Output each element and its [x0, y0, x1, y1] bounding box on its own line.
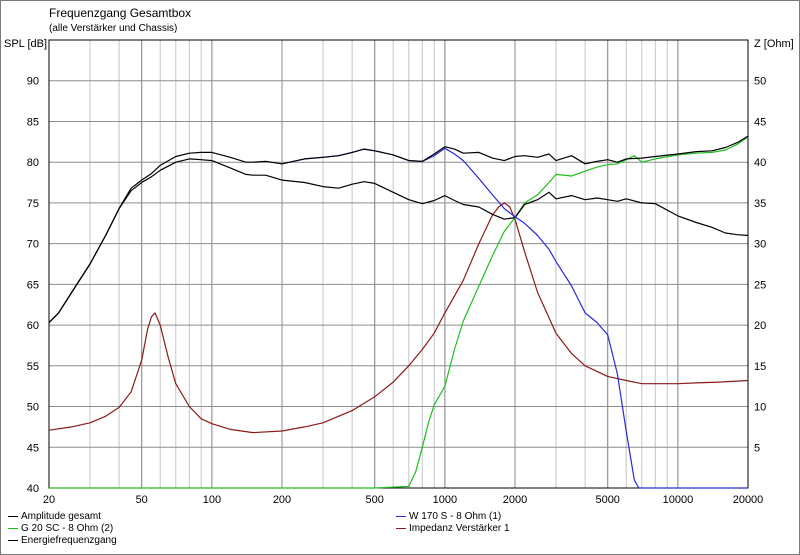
y-tick-label-right: 45 — [754, 117, 766, 129]
x-tick-label: 2000 — [503, 494, 527, 506]
y-tick-label-left: 65 — [27, 279, 39, 291]
legend-item-impedanz: Impedanz Verstärker 1 — [396, 523, 510, 535]
x-tick-label: 200 — [273, 494, 291, 506]
x-tick-label: 20 — [43, 494, 55, 506]
legend-label: Impedanz Verstärker 1 — [409, 523, 510, 534]
y-tick-label-left: 60 — [27, 320, 39, 332]
legend-item-w170s: W 170 S - 8 Ohm (1) — [396, 511, 501, 523]
x-tick-label: 100 — [203, 494, 221, 506]
y-tick-label-right: 20 — [754, 320, 766, 332]
x-tick-label: 20000 — [733, 494, 764, 506]
y-tick-label-left: 75 — [27, 198, 39, 210]
series-line-4 — [48, 202, 749, 434]
legend-swatch — [8, 527, 18, 529]
plot-area-border — [48, 39, 749, 489]
series-line-2 — [48, 158, 749, 324]
y-tick-label-right: 5 — [754, 442, 760, 454]
legend-swatch — [8, 515, 18, 517]
legend-swatch — [396, 515, 406, 517]
y-tick-label-right: 35 — [754, 198, 766, 210]
legend-label: W 170 S - 8 Ohm (1) — [409, 511, 502, 522]
y-tick-label-left: 45 — [27, 442, 39, 454]
legend-item-amplitude: Amplitude gesamt — [8, 511, 101, 523]
series-line-0 — [48, 135, 749, 324]
y-tick-label-right: 10 — [754, 402, 766, 414]
y-tick-label-right: 25 — [754, 279, 766, 291]
y-tick-label-left: 80 — [27, 157, 39, 169]
legend-item-energie: Energiefrequenzgang — [8, 535, 117, 547]
y-tick-label-right: 30 — [754, 239, 766, 251]
x-tick-label: 50 — [136, 494, 148, 506]
y-tick-label-left: 90 — [27, 76, 39, 88]
y-axis-label-right: Z [Ohm] — [754, 38, 794, 50]
y-tick-label-left: 70 — [27, 239, 39, 251]
y-tick-label-left: 85 — [27, 117, 39, 129]
x-tick-label: 10000 — [663, 494, 694, 506]
y-tick-label-left: 50 — [27, 402, 39, 414]
y-tick-label-right: 15 — [754, 361, 766, 373]
x-tick-label: 5000 — [595, 494, 619, 506]
series-line-1 — [49, 136, 749, 489]
y-tick-label-left: 40 — [27, 483, 39, 495]
x-tick-label: 500 — [366, 494, 384, 506]
chart-subtitle: (alle Verstärker und Chassis) — [49, 23, 178, 34]
legend-label: Energiefrequenzgang — [21, 535, 117, 546]
y-axis-label-left: SPL [dB] — [4, 38, 48, 50]
legend-item-g20sc: G 20 SC - 8 Ohm (2) — [8, 523, 113, 535]
legend-label: G 20 SC - 8 Ohm (2) — [21, 523, 114, 534]
x-tick-label: 1000 — [433, 494, 457, 506]
y-tick-label-right: 40 — [754, 157, 766, 169]
y-tick-label-right: 50 — [754, 76, 766, 88]
y-tick-label-left: 55 — [27, 361, 39, 373]
legend-swatch — [396, 527, 406, 529]
legend-label: Amplitude gesamt — [21, 511, 102, 522]
chart-title: Frequenzgang Gesamtbox — [49, 6, 192, 20]
legend-swatch — [8, 539, 18, 541]
